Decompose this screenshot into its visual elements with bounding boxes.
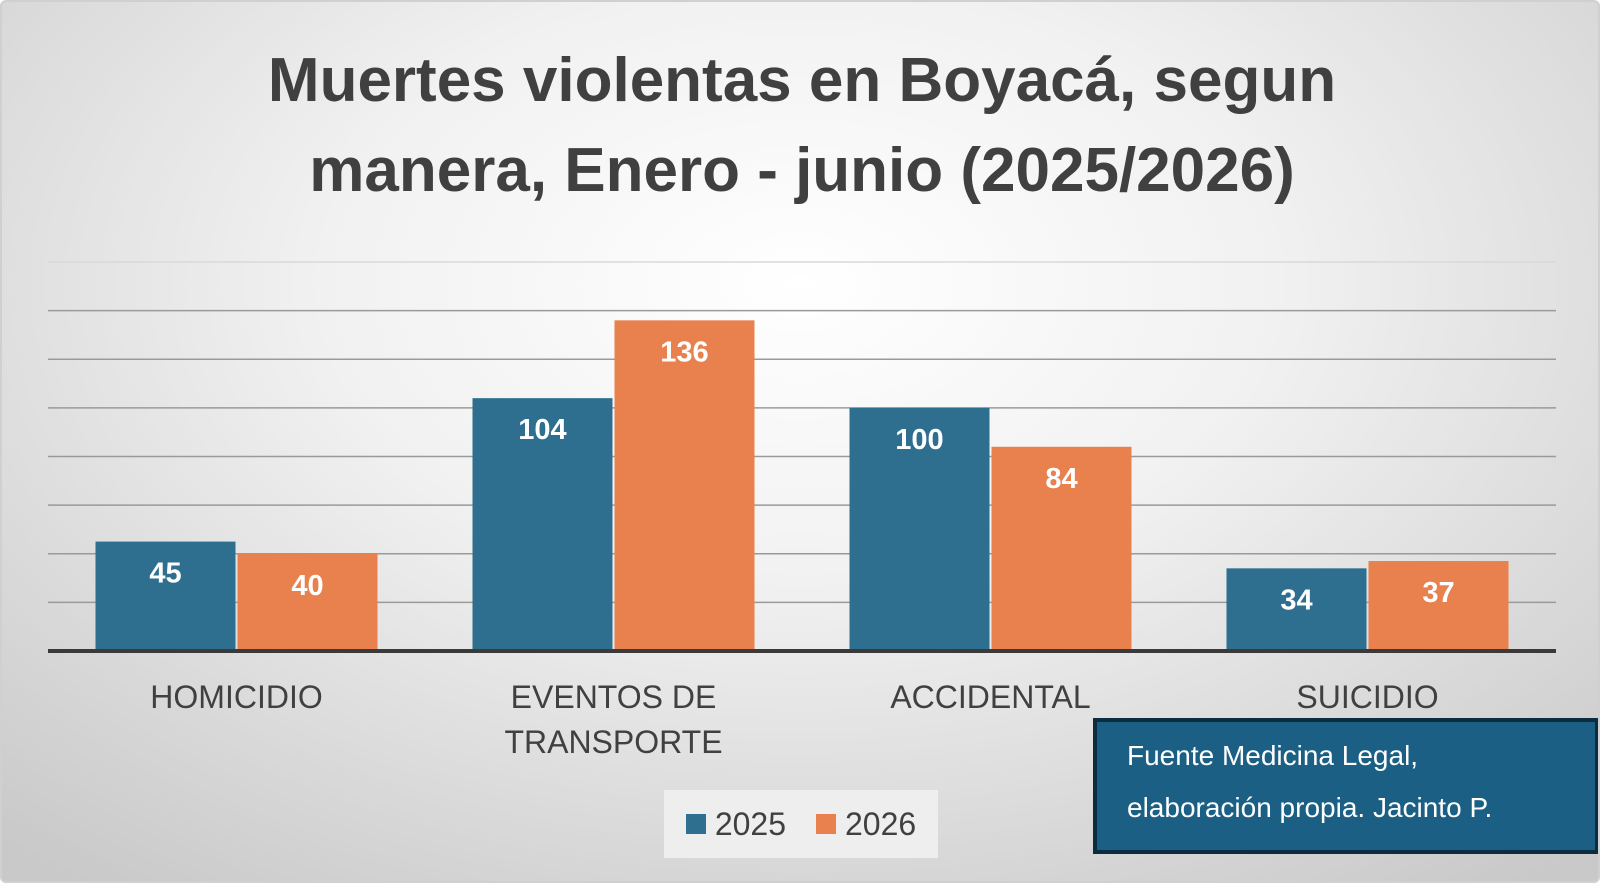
legend-item-2026: 2026 (816, 806, 916, 843)
chart-title: Muertes violentas en Boyacá, segun maner… (2, 36, 1598, 216)
bar-2025-3 (1226, 568, 1367, 651)
legend-label-2025: 2025 (714, 805, 786, 842)
data-label: 34 (1280, 584, 1312, 616)
legend-swatch-2026 (816, 814, 836, 834)
bar-2026-1 (614, 320, 755, 651)
chart-legend: 2025 2026 (664, 790, 938, 858)
chart-title-line-2: manera, Enero - junio (2025/2026) (309, 136, 1295, 205)
category-label: TRANSPORTE (504, 724, 722, 760)
source-note-line-1: Fuente Medicina Legal, (1127, 740, 1419, 771)
bar-2026-2 (991, 446, 1132, 651)
source-note: Fuente Medicina Legal, elaboración propi… (1093, 718, 1598, 854)
data-label: 37 (1422, 577, 1454, 609)
category-label: SUICIDIO (1296, 679, 1438, 715)
data-label: 100 (895, 424, 943, 456)
data-label: 84 (1045, 463, 1077, 495)
data-label: 104 (518, 414, 566, 446)
bar-2026-0 (237, 553, 378, 651)
data-label: 40 (291, 570, 323, 602)
bar-2025-2 (849, 407, 990, 651)
data-label: 136 (660, 336, 708, 368)
bar-2026-3 (1368, 561, 1509, 651)
bar-2025-1 (472, 398, 613, 651)
legend-swatch-2025 (685, 814, 706, 834)
bar-2025-0 (95, 541, 236, 651)
chart-title-line-1: Muertes violentas en Boyacá, segun (267, 46, 1337, 115)
category-label: EVENTOS DE (511, 679, 717, 715)
legend-label-2026: 2026 (845, 805, 917, 842)
category-label: ACCIDENTAL (890, 679, 1090, 715)
legend-item-2025: 2025 (685, 805, 786, 843)
category-label: HOMICIDIO (150, 679, 322, 715)
data-label: 45 (149, 558, 181, 590)
source-note-line-2: elaboración propia. Jacinto P. (1127, 792, 1493, 823)
